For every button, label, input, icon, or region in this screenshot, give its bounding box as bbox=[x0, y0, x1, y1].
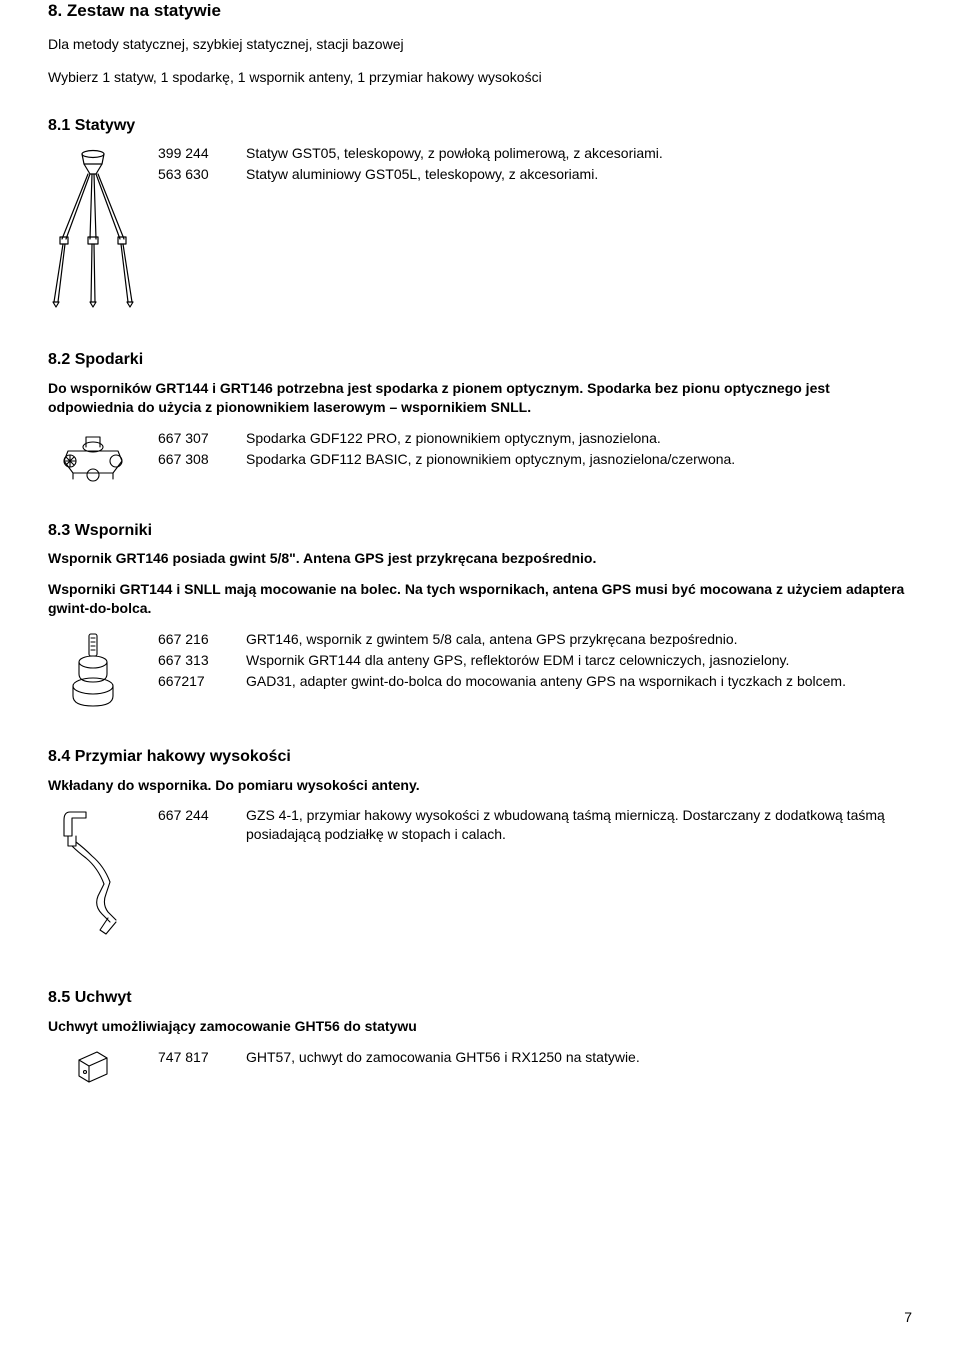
section-8-intro-2: Wybierz 1 statyw, 1 spodarkę, 1 wspornik… bbox=[48, 68, 912, 87]
table-row: 667217 GAD31, adapter gwint-do-bolca do … bbox=[158, 672, 912, 693]
section-8-2-title: 8.2 Spodarki bbox=[48, 349, 912, 371]
section-8-intro-1: Dla metody statycznej, szybkiej statyczn… bbox=[48, 35, 912, 54]
table-row: 667 313 Wspornik GRT144 dla anteny GPS, … bbox=[158, 651, 912, 672]
section-8-5-bold: Uchwyt umożliwiający zamocowanie GHT56 d… bbox=[48, 1017, 912, 1036]
section-8-3-table: 667 216 GRT146, wspornik z gwintem 5/8 c… bbox=[158, 630, 912, 693]
item-code: 667 216 bbox=[158, 630, 246, 651]
item-code: 667217 bbox=[158, 672, 246, 693]
section-8-title: 8. Zestaw na statywie bbox=[48, 0, 912, 23]
item-code: 399 244 bbox=[158, 144, 246, 165]
section-8-1-block: 399 244 Statyw GST05, teleskopowy, z pow… bbox=[48, 144, 912, 309]
page-number: 7 bbox=[904, 1308, 912, 1327]
item-desc: GRT146, wspornik z gwintem 5/8 cala, ant… bbox=[246, 630, 912, 651]
item-desc: Statyw GST05, teleskopowy, z powłoką pol… bbox=[246, 144, 912, 165]
item-code: 667 313 bbox=[158, 651, 246, 672]
table-row: 399 244 Statyw GST05, teleskopowy, z pow… bbox=[158, 144, 912, 165]
item-desc: Spodarka GDF122 PRO, z pionownikiem opty… bbox=[246, 429, 912, 450]
item-desc: GHT57, uchwyt do zamocowania GHT56 i RX1… bbox=[246, 1048, 912, 1069]
item-code: 747 817 bbox=[158, 1048, 246, 1069]
section-8-2-table: 667 307 Spodarka GDF122 PRO, z pionownik… bbox=[158, 429, 912, 471]
section-8-5-table: 747 817 GHT57, uchwyt do zamocowania GHT… bbox=[158, 1048, 912, 1069]
item-desc: GZS 4-1, przymiar hakowy wysokości z wbu… bbox=[246, 806, 912, 846]
item-code: 667 307 bbox=[158, 429, 246, 450]
section-8-4-title: 8.4 Przymiar hakowy wysokości bbox=[48, 746, 912, 768]
table-row: 667 308 Spodarka GDF112 BASIC, z pionown… bbox=[158, 450, 912, 471]
item-code: 563 630 bbox=[158, 165, 246, 186]
item-desc: Statyw aluminiowy GST05L, teleskopowy, z… bbox=[246, 165, 912, 186]
section-8-4-bold: Wkładany do wspornika. Do pomiaru wysoko… bbox=[48, 776, 912, 795]
item-code: 667 244 bbox=[158, 806, 246, 846]
section-8-2-block: 667 307 Spodarka GDF122 PRO, z pionownik… bbox=[48, 429, 912, 484]
table-row: 747 817 GHT57, uchwyt do zamocowania GHT… bbox=[158, 1048, 912, 1069]
table-row: 563 630 Statyw aluminiowy GST05L, telesk… bbox=[158, 165, 912, 186]
item-code: 667 308 bbox=[158, 450, 246, 471]
table-row: 667 216 GRT146, wspornik z gwintem 5/8 c… bbox=[158, 630, 912, 651]
section-8-1-title: 8.1 Statywy bbox=[48, 115, 912, 137]
table-row: 667 244 GZS 4-1, przymiar hakowy wysokoś… bbox=[158, 806, 912, 846]
section-8-5-block: 747 817 GHT57, uchwyt do zamocowania GHT… bbox=[48, 1048, 912, 1086]
section-8-1-table: 399 244 Statyw GST05, teleskopowy, z pow… bbox=[158, 144, 912, 186]
section-8-3-title: 8.3 Wsporniki bbox=[48, 520, 912, 542]
section-8-3-block: 667 216 GRT146, wspornik z gwintem 5/8 c… bbox=[48, 630, 912, 710]
clamp-icon bbox=[48, 1048, 138, 1086]
section-8-3-bold-1: Wspornik GRT146 posiada gwint 5/8". Ante… bbox=[48, 549, 912, 568]
item-desc: Wspornik GRT144 dla anteny GPS, reflekto… bbox=[246, 651, 912, 672]
section-8-2-bold: Do wsporników GRT144 i GRT146 potrzebna … bbox=[48, 379, 912, 417]
table-row: 667 307 Spodarka GDF122 PRO, z pionownik… bbox=[158, 429, 912, 450]
carrier-icon bbox=[48, 630, 138, 710]
height-hook-icon bbox=[48, 806, 138, 941]
section-8-3-bold-2: Wsporniki GRT144 i SNLL mają mocowanie n… bbox=[48, 580, 912, 618]
tripod-icon bbox=[48, 144, 138, 309]
tribrach-icon bbox=[48, 429, 138, 484]
section-8-4-block: 667 244 GZS 4-1, przymiar hakowy wysokoś… bbox=[48, 806, 912, 941]
item-desc: GAD31, adapter gwint-do-bolca do mocowan… bbox=[246, 672, 912, 693]
section-8-5-title: 8.5 Uchwyt bbox=[48, 987, 912, 1009]
section-8-4-table: 667 244 GZS 4-1, przymiar hakowy wysokoś… bbox=[158, 806, 912, 846]
item-desc: Spodarka GDF112 BASIC, z pionownikiem op… bbox=[246, 450, 912, 471]
